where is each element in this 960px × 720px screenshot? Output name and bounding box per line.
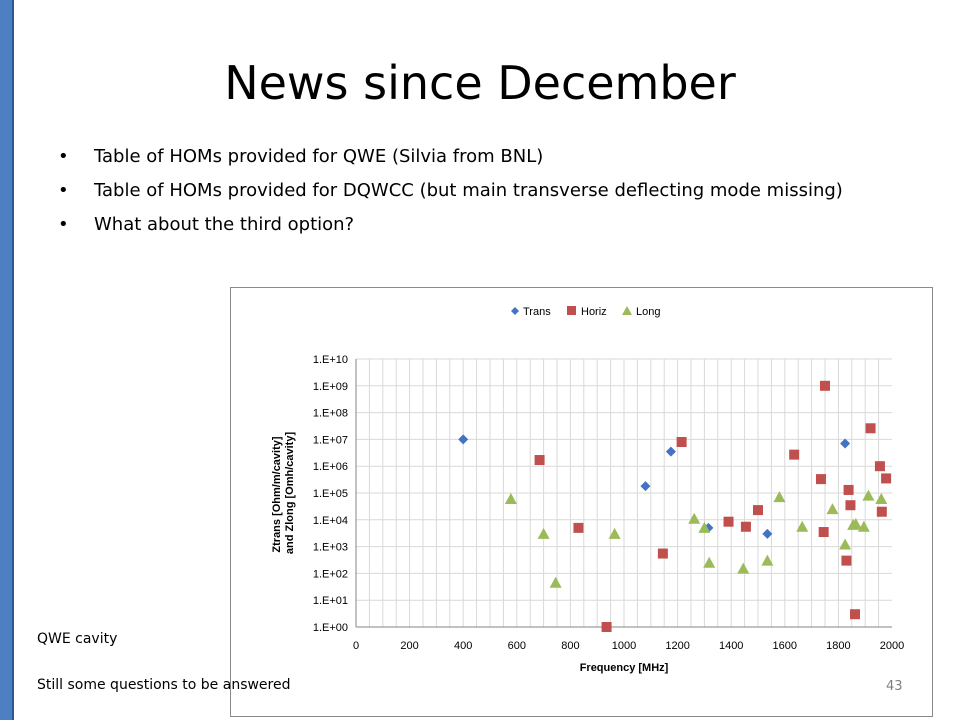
legend-label-horiz: Horiz — [581, 306, 607, 318]
data-point-horiz — [534, 455, 545, 466]
x-axis-title: Frequency [MHz] — [580, 662, 669, 674]
data-point-horiz — [753, 505, 763, 516]
data-point-long — [703, 556, 716, 568]
bullet-list: • Table of HOMs provided for QWE (Silvia … — [58, 144, 858, 246]
data-point-long — [773, 491, 786, 503]
data-point-long — [857, 520, 870, 532]
data-point-long — [826, 503, 839, 515]
x-tick-label: 400 — [454, 640, 472, 652]
data-point-long — [737, 562, 750, 574]
x-tick-label: 1200 — [665, 640, 689, 652]
data-point-long — [839, 538, 852, 550]
data-point-horiz — [841, 555, 852, 566]
bullet-dot: • — [58, 180, 69, 201]
y-tick-label: 1.E+02 — [313, 568, 348, 580]
data-point-trans — [840, 438, 851, 449]
data-point-horiz — [820, 380, 830, 391]
x-tick-label: 2000 — [880, 640, 904, 652]
data-point-long — [849, 517, 862, 529]
page-number: 43 — [886, 679, 903, 694]
data-point-long — [537, 527, 550, 539]
axes — [355, 359, 892, 628]
chart-container: 1.E+00 1.E+01 1.E+02 1.E+03 1.E+04 1.E+05 1.E+… — [230, 287, 933, 717]
y-tick-label: 1.E+05 — [313, 488, 348, 500]
data-point-horiz — [843, 484, 854, 495]
bullet-item: • Table of HOMs provided for DQWCC (but m… — [58, 178, 858, 204]
note-cavity: QWE cavity — [37, 631, 118, 647]
data-point-horiz — [740, 521, 751, 532]
data-point-long — [549, 576, 562, 588]
data-point-horiz — [723, 516, 734, 527]
data-marks — [458, 380, 892, 632]
data-point-horiz — [874, 461, 885, 472]
legend-square-icon — [567, 306, 576, 315]
y-tick-label: 1.E+03 — [313, 542, 348, 554]
data-point-long — [688, 512, 701, 524]
bullet-item: • Table of HOMs provided for QWE (Silvia … — [58, 144, 858, 170]
x-tick-label: 600 — [508, 640, 526, 652]
tick-labels: 1.E+00 1.E+01 1.E+02 1.E+03 1.E+04 1.E+05 1.E+… — [313, 354, 904, 652]
data-point-long — [862, 489, 875, 501]
data-point-horiz — [657, 548, 668, 559]
slide-title: News since December — [224, 56, 736, 110]
legend: Trans Horiz Long — [511, 306, 660, 318]
slide-accent-bar — [0, 0, 14, 720]
y-axis-title-line-2: and Zlong [Omh/cavity] — [284, 432, 296, 555]
data-point-horiz — [601, 622, 612, 632]
data-point-long — [504, 492, 517, 504]
data-point-trans — [640, 481, 651, 492]
note-questions: Still some questions to be answered — [37, 677, 291, 693]
data-point-long — [608, 527, 621, 539]
bullet-text: Table of HOMs provided for DQWCC (but ma… — [94, 180, 843, 201]
data-point-long — [875, 492, 888, 504]
data-point-trans — [458, 434, 469, 445]
x-tick-label: 1800 — [826, 640, 850, 652]
y-axis-title: Ztrans [Ohm/m/cavity] and Zlong [Omh/cav… — [271, 432, 296, 555]
data-point-trans — [762, 528, 773, 539]
data-point-horiz — [789, 449, 800, 460]
x-tick-label: 0 — [353, 640, 359, 652]
legend-diamond-icon — [511, 307, 519, 315]
legend-label-long: Long — [636, 306, 660, 318]
data-point-long — [796, 520, 809, 532]
y-axis-title-line-1: Ztrans [Ohm/m/cavity] — [271, 436, 283, 552]
bullet-dot: • — [58, 146, 69, 167]
legend-label-trans: Trans — [523, 306, 551, 318]
data-point-horiz — [573, 522, 584, 533]
y-tick-label: 1.E+00 — [313, 622, 348, 634]
x-tick-label: 1600 — [773, 640, 797, 652]
bullet-text: Table of HOMs provided for QWE (Silvia f… — [94, 146, 544, 167]
y-tick-label: 1.E+08 — [313, 408, 348, 420]
y-tick-label: 1.E+01 — [313, 595, 348, 607]
x-tick-label: 200 — [400, 640, 418, 652]
x-tick-label: 1000 — [612, 640, 636, 652]
data-point-horiz — [845, 500, 856, 511]
data-point-trans — [665, 446, 676, 457]
data-point-horiz — [815, 474, 826, 485]
data-point-long — [698, 521, 711, 533]
bullet-item: • What about the third option? — [58, 212, 858, 238]
data-point-horiz — [865, 423, 876, 434]
data-point-horiz — [876, 506, 887, 517]
y-tick-label: 1.E+07 — [313, 434, 348, 446]
data-point-horiz — [676, 436, 687, 447]
y-tick-label: 1.E+10 — [313, 354, 348, 366]
data-point-horiz — [818, 527, 829, 538]
data-point-horiz — [850, 609, 861, 620]
legend-triangle-icon — [622, 306, 632, 315]
y-tick-label: 1.E+04 — [313, 515, 348, 527]
data-point-horiz — [881, 473, 892, 484]
grid — [356, 358, 892, 627]
bullet-text: What about the third option? — [94, 214, 355, 235]
y-tick-label: 1.E+09 — [313, 381, 348, 393]
data-point-long — [761, 554, 774, 566]
scatter-chart: 1.E+00 1.E+01 1.E+02 1.E+03 1.E+04 1.E+05 1.E+… — [271, 306, 904, 674]
y-tick-label: 1.E+06 — [313, 461, 348, 473]
x-tick-label: 1400 — [719, 640, 743, 652]
x-tick-label: 800 — [561, 640, 579, 652]
bullet-dot: • — [58, 214, 69, 235]
